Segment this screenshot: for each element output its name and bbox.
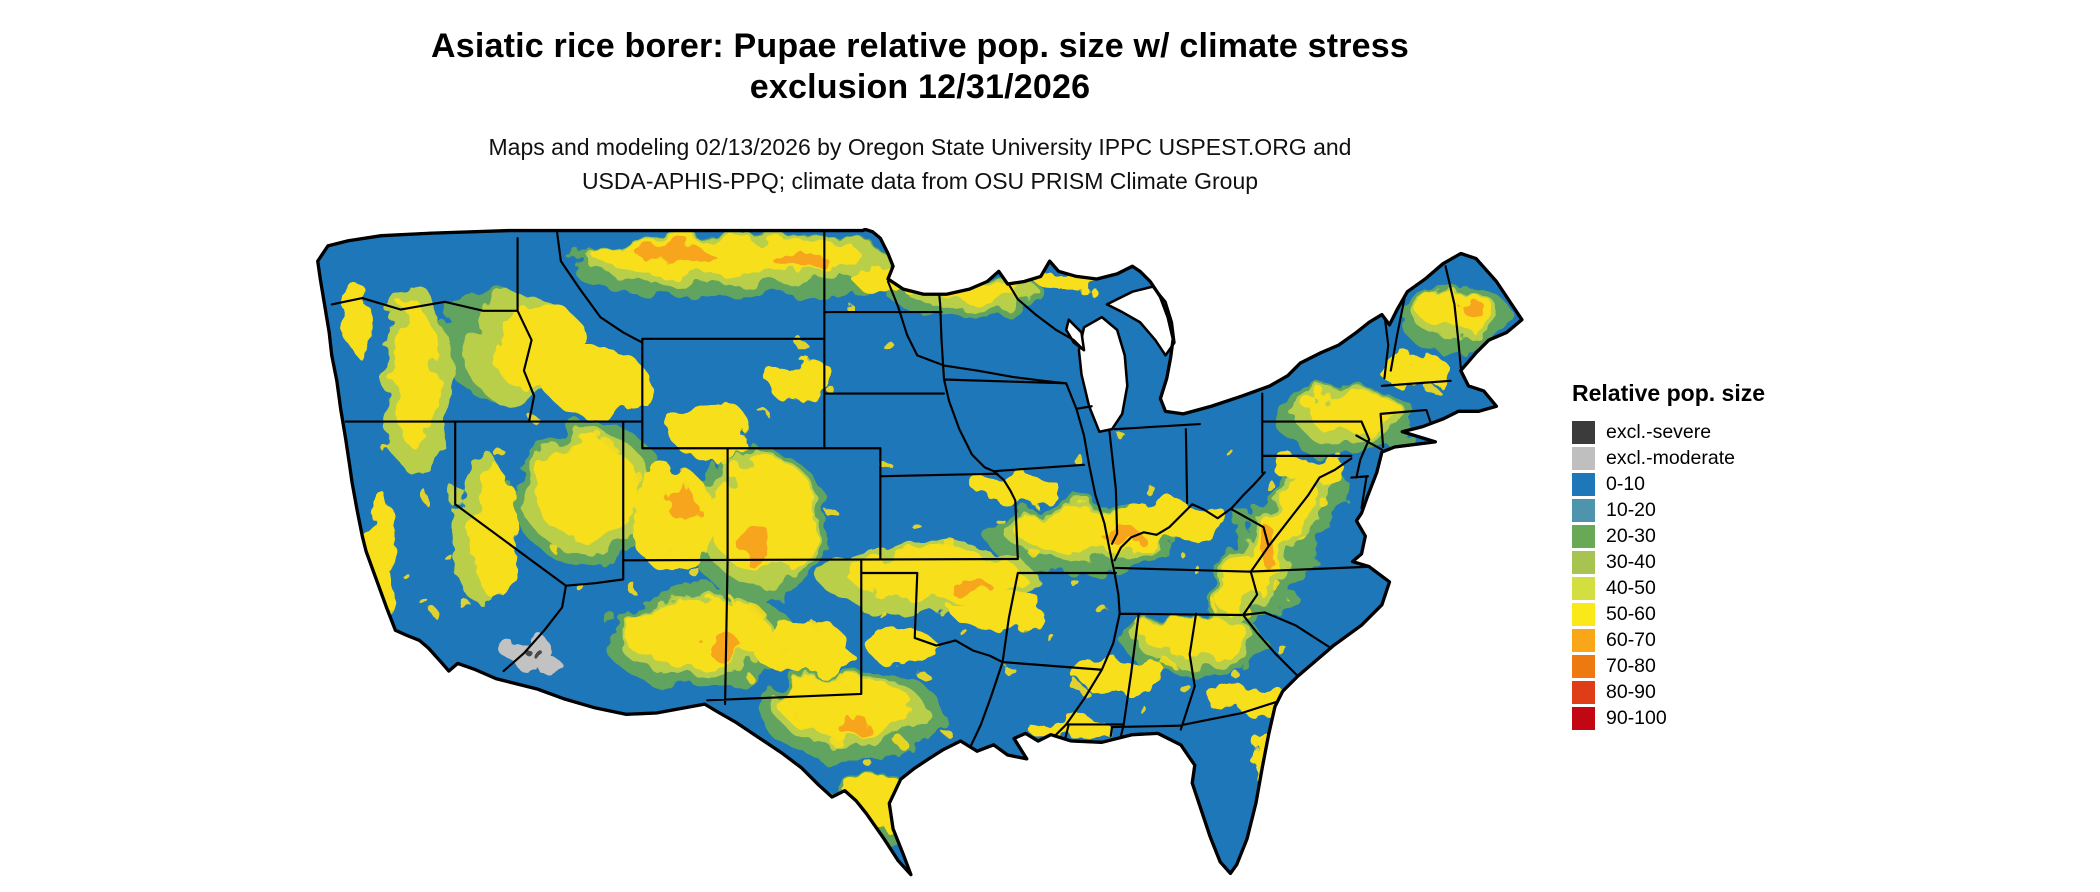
legend-label: 60-70 <box>1606 629 1656 651</box>
legend-row: 60-70 <box>1572 627 1832 653</box>
state-borders <box>330 229 1462 748</box>
legend-swatch <box>1572 498 1595 522</box>
page-title-line1: Asiatic rice borer: Pupae relative pop. … <box>430 27 1410 65</box>
map-subtitle: Maps and modeling 02/13/2026 by Oregon S… <box>0 130 1840 198</box>
map-header: Asiatic rice borer: Pupae relative pop. … <box>0 26 1840 198</box>
us-map-svg <box>316 228 1524 877</box>
legend-row: 50-60 <box>1572 601 1832 627</box>
legend-row: excl.-moderate <box>1572 445 1832 471</box>
legend-label: 70-80 <box>1606 655 1656 677</box>
legend-row: 20-30 <box>1572 523 1832 549</box>
legend-row: 0-10 <box>1572 471 1832 497</box>
legend-label: 40-50 <box>1606 577 1656 599</box>
legend-label: 30-40 <box>1606 551 1656 573</box>
legend-label: excl.-severe <box>1606 421 1712 443</box>
legend-row: 70-80 <box>1572 653 1832 679</box>
legend-label: 90-100 <box>1606 707 1667 729</box>
legend-label: 80-90 <box>1606 681 1656 703</box>
legend-swatch <box>1572 446 1595 470</box>
legend-row: 40-50 <box>1572 575 1832 601</box>
legend-swatch <box>1572 680 1595 704</box>
map-legend: Relative pop. size excl.-severe excl.-mo… <box>1572 380 1832 731</box>
legend-row: 30-40 <box>1572 549 1832 575</box>
lake-michigan <box>1077 315 1129 433</box>
us-map <box>305 228 1527 890</box>
subtitle-line2: USDA-APHIS-PPQ; climate data from OSU PR… <box>581 168 1259 194</box>
legend-swatch <box>1572 472 1595 496</box>
legend-swatch <box>1572 550 1595 574</box>
legend-row: 90-100 <box>1572 705 1832 731</box>
legend-swatch <box>1572 628 1595 652</box>
legend-swatch <box>1572 654 1595 678</box>
legend-label: 0-10 <box>1606 473 1646 495</box>
legend-label: 10-20 <box>1606 499 1656 521</box>
legend-swatch <box>1572 602 1595 626</box>
legend-label: excl.-moderate <box>1606 447 1735 469</box>
legend-row: excl.-severe <box>1572 419 1832 445</box>
legend-swatch <box>1572 576 1595 600</box>
population-heat-pattern <box>344 233 1513 846</box>
exclusion-zone-patch <box>502 634 563 675</box>
lake-huron <box>1105 285 1176 357</box>
page-title-line2: exclusion 12/31/2026 <box>749 68 1091 106</box>
us-outline <box>316 228 1524 877</box>
legend-swatch <box>1572 420 1595 444</box>
legend-title: Relative pop. size <box>1572 380 1766 406</box>
legend-swatch <box>1572 524 1595 548</box>
legend-row: 80-90 <box>1572 679 1832 705</box>
legend-label: 20-30 <box>1606 525 1656 547</box>
legend-label: 50-60 <box>1606 603 1656 625</box>
subtitle-line1: Maps and modeling 02/13/2026 by Oregon S… <box>488 134 1352 160</box>
legend-row: 10-20 <box>1572 497 1832 523</box>
legend-swatch <box>1572 706 1595 730</box>
